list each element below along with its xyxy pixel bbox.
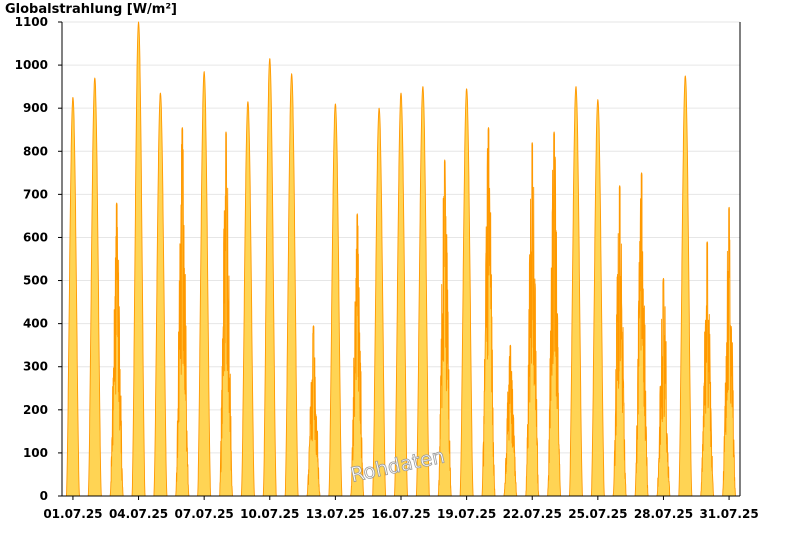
y-tick-label: 0	[40, 489, 48, 503]
y-tick-label: 1000	[15, 58, 48, 72]
x-tick-label: 13.07.25	[306, 507, 365, 521]
x-tick-label: 01.07.25	[43, 507, 102, 521]
y-tick-label: 400	[23, 317, 48, 331]
y-tick-label: 600	[23, 230, 48, 244]
y-tick-label: 500	[23, 274, 48, 288]
day-curve	[415, 86, 430, 497]
day-curve	[700, 241, 715, 497]
y-tick-label: 300	[23, 360, 48, 374]
day-curve	[393, 92, 409, 497]
day-curve	[372, 107, 387, 497]
plot-area	[65, 21, 737, 497]
x-tick-label: 25.07.25	[568, 507, 627, 521]
day-curve	[350, 213, 365, 497]
day-curve	[547, 131, 562, 497]
y-tick-label: 100	[23, 446, 48, 460]
day-curve	[87, 77, 102, 497]
x-tick-labels: 01.07.25 04.07.25 07.07.25 10.07.25 13.07.25…	[43, 507, 758, 521]
day-curve	[153, 92, 168, 497]
x-tick-label: 19.07.25	[437, 507, 496, 521]
y-tick-label: 700	[23, 187, 48, 201]
day-curve	[503, 344, 518, 497]
day-curve	[590, 99, 605, 497]
day-curve	[284, 73, 299, 497]
day-curve	[328, 103, 343, 497]
x-tick-label: 28.07.25	[634, 507, 693, 521]
day-curve	[678, 75, 693, 497]
day-curve	[131, 21, 146, 497]
y-tick-label: 200	[23, 403, 48, 417]
day-curve	[197, 71, 212, 497]
y-tick-label: 1100	[15, 15, 48, 29]
day-curve	[525, 142, 540, 497]
x-tick-label: 07.07.25	[175, 507, 234, 521]
day-curve	[219, 131, 234, 497]
x-tick-label: 10.07.25	[240, 507, 299, 521]
day-curve	[175, 127, 190, 497]
x-tick-label: 22.07.25	[503, 507, 562, 521]
day-curve	[722, 206, 737, 497]
x-tick-label: 31.07.25	[699, 507, 758, 521]
y-tick-label: 900	[23, 101, 48, 115]
day-curve	[65, 96, 80, 497]
axes	[58, 21, 741, 500]
x-tick-label: 04.07.25	[109, 507, 168, 521]
day-curve	[262, 58, 277, 497]
day-curve	[437, 159, 452, 497]
day-curve	[612, 185, 627, 497]
day-curve	[240, 101, 255, 497]
day-curve	[459, 88, 474, 497]
day-curve	[568, 86, 583, 497]
day-curve	[656, 277, 671, 497]
y-tick-label: 800	[23, 144, 48, 158]
day-curve	[306, 325, 321, 497]
day-curve	[109, 202, 124, 497]
x-tick-label: 16.07.25	[371, 507, 430, 521]
day-curve	[634, 172, 649, 497]
y-tick-labels: 0 100 200 300 400 500 600 700 800 900 1000 1100	[15, 15, 48, 503]
day-curve	[481, 127, 496, 497]
chart-title: Globalstrahlung [W/m²]	[5, 2, 177, 17]
